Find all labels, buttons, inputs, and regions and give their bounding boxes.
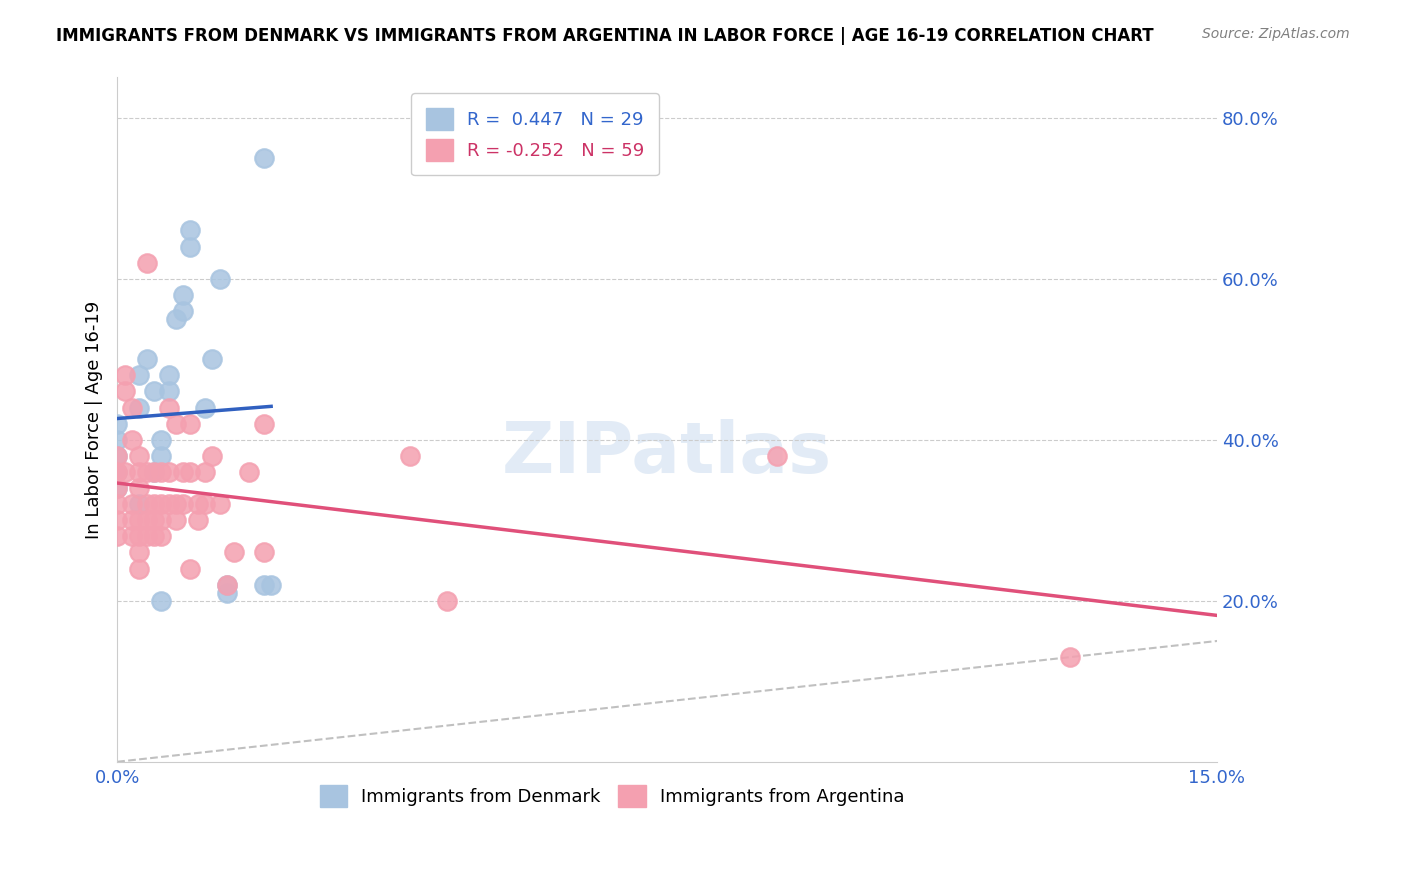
Point <box>142 513 165 527</box>
Point <box>172 304 194 318</box>
Point <box>179 417 201 431</box>
Point <box>150 433 173 447</box>
Point <box>157 401 180 415</box>
Point <box>194 401 217 415</box>
Point <box>142 465 165 479</box>
Point <box>201 352 224 367</box>
Text: ZIPatlas: ZIPatlas <box>502 419 832 488</box>
Point <box>105 449 128 463</box>
Point <box>187 497 209 511</box>
Point <box>172 497 194 511</box>
Point <box>135 529 157 543</box>
Point <box>150 497 173 511</box>
Point <box>142 465 165 479</box>
Point <box>121 497 143 511</box>
Point <box>238 465 260 479</box>
Point <box>105 465 128 479</box>
Y-axis label: In Labor Force | Age 16-19: In Labor Force | Age 16-19 <box>86 301 103 539</box>
Point <box>253 151 276 165</box>
Point <box>194 465 217 479</box>
Point <box>157 465 180 479</box>
Point <box>128 561 150 575</box>
Point <box>142 529 165 543</box>
Point <box>253 577 276 591</box>
Text: IMMIGRANTS FROM DENMARK VS IMMIGRANTS FROM ARGENTINA IN LABOR FORCE | AGE 16-19 : IMMIGRANTS FROM DENMARK VS IMMIGRANTS FR… <box>56 27 1154 45</box>
Point <box>165 513 187 527</box>
Point <box>165 417 187 431</box>
Point <box>121 401 143 415</box>
Point <box>128 449 150 463</box>
Point <box>114 368 136 383</box>
Point <box>165 312 187 326</box>
Point <box>121 513 143 527</box>
Point <box>157 497 180 511</box>
Point <box>128 529 150 543</box>
Point <box>135 255 157 269</box>
Point <box>179 465 201 479</box>
Point <box>105 417 128 431</box>
Point <box>194 497 217 511</box>
Point <box>165 497 187 511</box>
Point <box>187 513 209 527</box>
Point <box>128 401 150 415</box>
Point <box>172 465 194 479</box>
Point <box>105 465 128 479</box>
Text: Source: ZipAtlas.com: Source: ZipAtlas.com <box>1202 27 1350 41</box>
Point <box>121 529 143 543</box>
Point <box>135 513 157 527</box>
Point <box>217 585 239 599</box>
Point <box>253 417 276 431</box>
Point <box>208 271 231 285</box>
Point <box>142 497 165 511</box>
Point <box>128 545 150 559</box>
Point <box>201 449 224 463</box>
Point <box>121 433 143 447</box>
Point <box>128 368 150 383</box>
Point <box>217 577 239 591</box>
Point <box>150 513 173 527</box>
Point <box>105 449 128 463</box>
Point <box>766 449 789 463</box>
Point <box>179 561 201 575</box>
Point <box>399 449 422 463</box>
Point <box>150 449 173 463</box>
Point <box>224 545 246 559</box>
Point <box>179 223 201 237</box>
Point <box>150 529 173 543</box>
Point <box>128 513 150 527</box>
Point <box>135 465 157 479</box>
Point <box>208 497 231 511</box>
Point <box>105 481 128 495</box>
Point <box>150 593 173 607</box>
Point <box>135 352 157 367</box>
Point <box>105 497 128 511</box>
Point <box>105 481 128 495</box>
Point <box>1059 650 1081 665</box>
Point <box>157 368 180 383</box>
Point <box>150 465 173 479</box>
Point <box>135 497 157 511</box>
Point <box>157 384 180 399</box>
Point <box>128 465 150 479</box>
Point <box>105 529 128 543</box>
Point <box>105 433 128 447</box>
Point <box>260 577 283 591</box>
Point <box>142 384 165 399</box>
Point <box>217 577 239 591</box>
Point <box>114 465 136 479</box>
Point <box>179 239 201 253</box>
Point <box>128 481 150 495</box>
Point <box>128 497 150 511</box>
Point <box>172 288 194 302</box>
Point <box>114 384 136 399</box>
Point <box>253 545 276 559</box>
Point <box>436 593 458 607</box>
Point <box>105 513 128 527</box>
Legend: Immigrants from Denmark, Immigrants from Argentina: Immigrants from Denmark, Immigrants from… <box>312 778 911 814</box>
